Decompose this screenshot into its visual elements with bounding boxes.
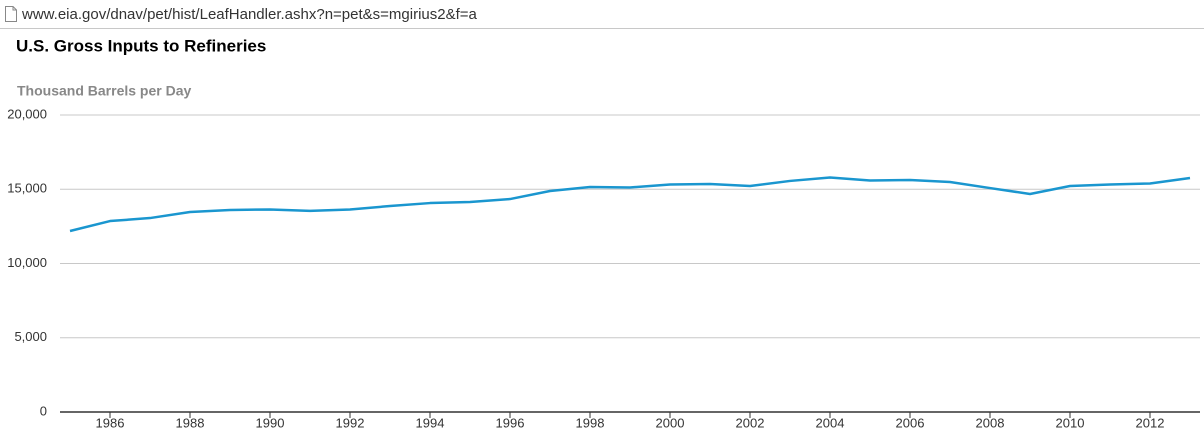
x-tick-label: 2010 (1056, 415, 1085, 430)
x-tick-label: 2000 (656, 415, 685, 430)
x-tick-label: 2008 (976, 415, 1005, 430)
y-tick-label: 10,000 (7, 255, 47, 270)
page-icon (5, 6, 17, 22)
y-axis-label: Thousand Barrels per Day (17, 83, 191, 99)
y-tick-label: 5,000 (14, 329, 47, 344)
y-tick-label: 0 (40, 403, 47, 418)
x-tick-label: 1996 (496, 415, 525, 430)
x-tick-label: 2006 (896, 415, 925, 430)
y-tick-label: 15,000 (7, 181, 47, 196)
y-tick-label: 20,000 (7, 106, 47, 121)
x-tick-label: 1990 (256, 415, 285, 430)
x-tick-label: 1988 (176, 415, 205, 430)
x-tick-label: 1994 (416, 415, 445, 430)
chart-title: U.S. Gross Inputs to Refineries (16, 36, 266, 55)
url[interactable]: www.eia.gov/dnav/pet/hist/LeafHandler.as… (22, 6, 477, 23)
address-bar: www.eia.gov/dnav/pet/hist/LeafHandler.as… (0, 0, 1204, 29)
x-tick-label: 2004 (816, 415, 845, 430)
data-line (69, 176, 1191, 233)
x-tick-label: 1998 (576, 415, 605, 430)
x-tick-label: 1986 (96, 415, 125, 430)
x-tick-label: 2002 (736, 415, 765, 430)
x-tick-label: 2012 (1136, 415, 1165, 430)
x-tick-label: 1992 (336, 415, 365, 430)
